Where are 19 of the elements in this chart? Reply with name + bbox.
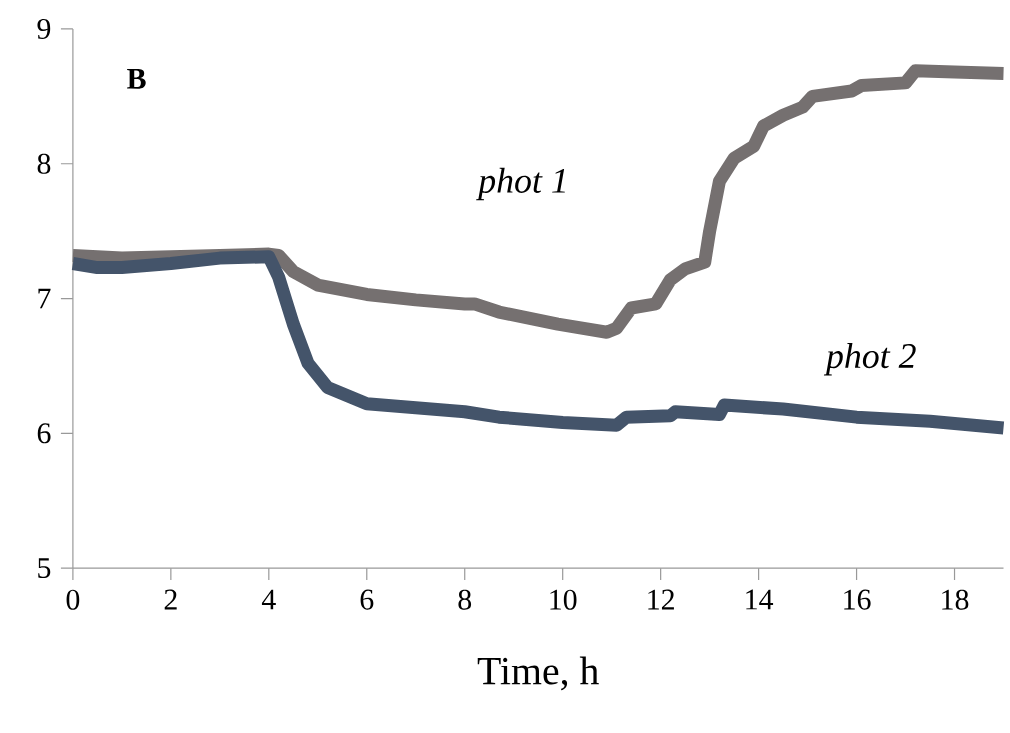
y-tick-label: 8: [37, 153, 51, 174]
y-tick-label: 9: [37, 18, 51, 40]
text: phot 1: [476, 167, 565, 201]
series-label: phot 2: [823, 343, 916, 376]
x-tick-label: 4: [261, 589, 276, 610]
x-tick-label: 0: [66, 589, 80, 610]
y-tick-label: 6: [37, 423, 51, 444]
annotation: B: [127, 69, 146, 89]
x-tick-label: 10: [550, 589, 577, 610]
x-tick-label: 18: [942, 589, 969, 610]
x-tick-label: 6: [360, 589, 374, 610]
x-tick-label: 16: [844, 589, 871, 610]
x-tick-label: 8: [458, 589, 472, 610]
y-tick-label: 7: [38, 288, 51, 309]
x-tick-label: 2: [164, 589, 177, 610]
y-tick-label: 5: [38, 558, 51, 579]
x-tick-label: 14: [746, 589, 774, 610]
x-tick-label: 12: [648, 589, 674, 610]
x-axis-title: Time, h: [477, 656, 599, 691]
